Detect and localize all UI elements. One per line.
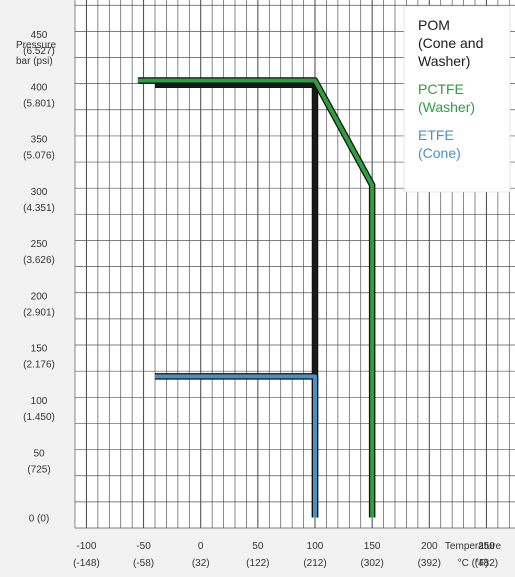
y-tick-label: 400 <box>31 82 48 93</box>
legend-entry-etfe: ETFE <box>418 127 454 143</box>
y-tick-sublabel: (725) <box>27 464 50 475</box>
x-tick-sublabel: (122) <box>246 558 269 569</box>
x-tick-sublabel: (-148) <box>73 558 100 569</box>
y-tick-label: 450 <box>31 30 48 41</box>
y-tick-sublabel: (2.176) <box>23 360 55 371</box>
y-tick-label: 300 <box>31 187 48 198</box>
y-tick-sublabel: (5.076) <box>23 151 55 162</box>
x-tick-sublabel: (32) <box>192 558 210 569</box>
x-axis-ticks: -100 (-148) -50 (-58) 0 (32) 50 (122) 100 (212) 15… <box>73 541 498 569</box>
y-tick-label: 50 <box>33 448 45 459</box>
series-etfe-line <box>155 374 317 518</box>
legend-entry-pctfe: (Washer) <box>418 99 475 115</box>
y-tick-label: 200 <box>31 291 48 302</box>
y-tick-sublabel: (1.450) <box>23 412 55 423</box>
x-tick-label: 200 <box>421 541 438 552</box>
legend-entry-pom: POM <box>418 17 450 33</box>
x-tick-label: 100 <box>307 541 324 552</box>
legend-entry-etfe: (Cone) <box>418 145 461 161</box>
legend: POM (Cone and Washer) PCTFE (Washer) ETFE (Con… <box>403 5 511 193</box>
x-tick-label: 250 <box>478 541 495 552</box>
y-tick-sublabel: (3.626) <box>23 255 55 266</box>
y-tick-sublabel: (5.801) <box>23 98 55 109</box>
x-tick-sublabel: (392) <box>418 558 441 569</box>
x-tick-label: 50 <box>252 541 264 552</box>
x-tick-label: 150 <box>364 541 381 552</box>
y-tick-label: 0 (0) <box>29 514 50 525</box>
legend-entry-pctfe: PCTFE <box>418 81 464 97</box>
y-tick-label: 100 <box>31 396 48 407</box>
x-tick-label: 0 <box>198 541 204 552</box>
x-axis-title-line-2: °C (°F) <box>458 558 489 569</box>
x-tick-sublabel: (302) <box>360 558 383 569</box>
x-tick-sublabel: (482) <box>475 558 498 569</box>
x-tick-sublabel: (-58) <box>133 558 154 569</box>
series-pctfe-line <box>137 78 375 518</box>
x-axis-title-line-1: Temperature <box>445 541 502 552</box>
y-tick-label: 250 <box>31 239 48 250</box>
x-tick-sublabel: (212) <box>303 558 326 569</box>
y-tick-sublabel: (4.351) <box>23 203 55 214</box>
y-tick-label: 150 <box>31 344 48 355</box>
x-tick-label: -50 <box>136 541 151 552</box>
y-axis-title-line-1: Pressure <box>16 40 56 51</box>
legend-entry-pom: (Cone and <box>418 35 483 51</box>
y-tick-label: 350 <box>31 135 48 146</box>
y-axis-ticks: 0 (0) 50 (725) 100 (1.450) 150 (2.176) 200 (2.90… <box>23 30 55 524</box>
y-tick-sublabel: (6.527) <box>23 46 55 57</box>
series-layer <box>137 77 376 518</box>
y-axis-title-line-2: bar (psi) <box>16 56 53 67</box>
x-tick-label: -100 <box>76 541 96 552</box>
legend-entry-pom: Washer) <box>418 53 470 69</box>
legend-box <box>403 5 511 193</box>
y-tick-sublabel: (2.901) <box>23 307 55 318</box>
